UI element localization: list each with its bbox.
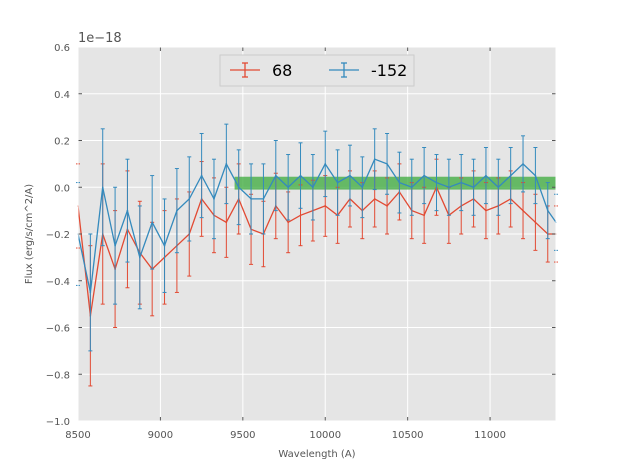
data-point bbox=[299, 214, 302, 217]
offset-label: 1e−18 bbox=[78, 31, 122, 46]
data-point bbox=[237, 186, 240, 189]
highlight-band bbox=[234, 176, 556, 190]
y-tick-label: 0.2 bbox=[54, 137, 70, 148]
x-axis-label: Wavelength (A) bbox=[278, 449, 355, 460]
data-point bbox=[448, 186, 450, 189]
data-point bbox=[485, 174, 487, 177]
data-point bbox=[534, 174, 537, 177]
data-point bbox=[312, 186, 314, 189]
legend-marker-1 bbox=[230, 62, 260, 78]
data-point bbox=[299, 174, 302, 177]
series-2 bbox=[76, 123, 558, 352]
data-point bbox=[386, 205, 388, 207]
data-point bbox=[546, 209, 549, 212]
x-tick-label: 9000 bbox=[148, 430, 173, 441]
y-tick-label: 0.6 bbox=[54, 43, 70, 54]
x-tick-label: 9500 bbox=[230, 430, 255, 441]
data-point bbox=[497, 186, 500, 189]
data-point bbox=[373, 198, 376, 200]
data-point bbox=[101, 186, 104, 189]
y-tick-label: 0.0 bbox=[54, 183, 70, 194]
data-point bbox=[151, 221, 153, 224]
data-point bbox=[460, 181, 463, 184]
x-tick-label: 10000 bbox=[309, 430, 341, 441]
data-point bbox=[250, 198, 252, 200]
data-point bbox=[472, 186, 475, 189]
data-point bbox=[274, 174, 277, 177]
series-line bbox=[77, 185, 556, 316]
data-point bbox=[349, 174, 351, 177]
y-tick-label: 0.4 bbox=[54, 90, 70, 101]
y-tick-label: −0.8 bbox=[46, 370, 70, 381]
data-point bbox=[373, 158, 376, 160]
series-layer bbox=[76, 123, 558, 387]
data-point bbox=[139, 256, 141, 259]
legend-label-2: -152 bbox=[371, 61, 407, 80]
legend-marker-2 bbox=[329, 62, 359, 78]
y-tick-label: −0.2 bbox=[46, 230, 70, 241]
data-point bbox=[287, 186, 289, 189]
legend: 68 -152 bbox=[219, 54, 415, 87]
data-point bbox=[262, 198, 265, 200]
data-point bbox=[188, 198, 191, 200]
legend-label-1: 68 bbox=[272, 61, 292, 80]
data-point bbox=[522, 163, 524, 165]
y-tick-label: −1.0 bbox=[46, 417, 70, 428]
data-point bbox=[398, 181, 401, 184]
x-tick-label: 8500 bbox=[65, 430, 90, 441]
data-point bbox=[423, 174, 425, 177]
x-tick-label: 10500 bbox=[392, 430, 424, 441]
data-point bbox=[509, 174, 512, 177]
band-layer bbox=[234, 176, 556, 190]
data-point bbox=[225, 221, 228, 224]
data-point bbox=[213, 198, 215, 200]
data-point bbox=[522, 209, 524, 212]
data-point bbox=[410, 186, 413, 189]
data-point bbox=[176, 209, 178, 212]
data-point bbox=[423, 214, 425, 217]
series-line bbox=[77, 158, 557, 293]
data-point bbox=[225, 163, 228, 165]
y-tick-label: −0.6 bbox=[46, 324, 70, 335]
data-point bbox=[324, 205, 327, 207]
axes: 8500 9000 9500 10000 10500 11000 −1.0 −0.8 −0.6 −… bbox=[46, 43, 557, 441]
plot-frame bbox=[77, 46, 557, 422]
data-point bbox=[386, 163, 388, 165]
data-point bbox=[435, 181, 438, 184]
data-point bbox=[324, 163, 327, 165]
data-point bbox=[126, 209, 129, 212]
data-point bbox=[361, 186, 364, 189]
x-tick-label: 11000 bbox=[474, 430, 506, 441]
y-axis-label: Flux (erg/s/cm^2/A) bbox=[24, 184, 35, 284]
y-tick-label: −0.4 bbox=[46, 277, 70, 288]
data-point bbox=[336, 181, 339, 184]
data-point bbox=[200, 174, 203, 177]
data-point bbox=[163, 244, 166, 247]
data-point bbox=[485, 209, 487, 212]
data-point bbox=[534, 221, 537, 224]
data-point bbox=[287, 221, 289, 224]
data-point bbox=[114, 244, 116, 247]
data-point bbox=[89, 291, 92, 294]
